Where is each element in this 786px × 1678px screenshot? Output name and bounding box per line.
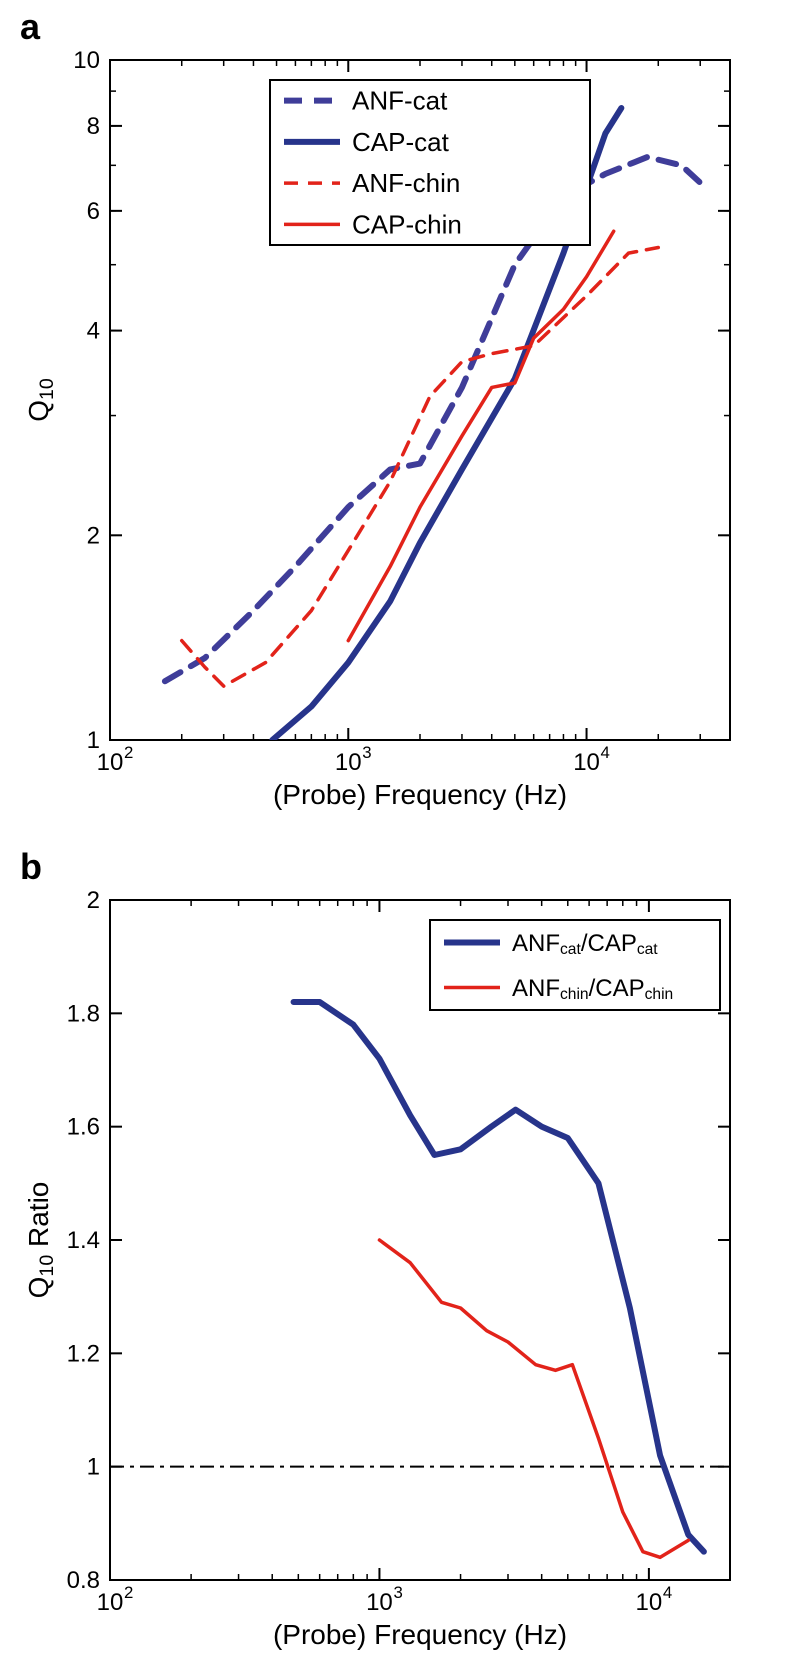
svg-text:2: 2	[87, 522, 100, 549]
chart-a: 1021031041246810(Probe) Frequency (Hz)Q1…	[0, 0, 786, 840]
figure: a 1021031041246810(Probe) Frequency (Hz)…	[0, 0, 786, 1678]
panel-a: a 1021031041246810(Probe) Frequency (Hz)…	[0, 0, 786, 840]
svg-text:10: 10	[97, 749, 124, 776]
svg-text:4: 4	[87, 318, 100, 345]
svg-text:Q10 Ratio: Q10 Ratio	[23, 1182, 58, 1299]
svg-text:3: 3	[393, 1583, 402, 1602]
svg-text:CAP-cat: CAP-cat	[352, 127, 450, 157]
svg-text:0.8: 0.8	[67, 1567, 100, 1594]
svg-text:2: 2	[124, 743, 133, 762]
svg-text:ANF-chin: ANF-chin	[352, 168, 460, 198]
svg-text:4: 4	[663, 1583, 672, 1602]
svg-text:ANFcat/CAPcat: ANFcat/CAPcat	[512, 930, 658, 958]
panel-a-label: a	[20, 6, 40, 48]
svg-text:(Probe) Frequency (Hz): (Probe) Frequency (Hz)	[273, 779, 567, 810]
svg-text:10: 10	[335, 749, 362, 776]
panel-b-label: b	[20, 846, 42, 888]
svg-text:1: 1	[87, 727, 100, 754]
svg-text:1.4: 1.4	[67, 1227, 100, 1254]
svg-text:10: 10	[366, 1589, 393, 1616]
svg-text:2: 2	[124, 1583, 133, 1602]
svg-text:1.6: 1.6	[67, 1114, 100, 1141]
svg-text:1: 1	[87, 1454, 100, 1481]
svg-text:3: 3	[362, 743, 371, 762]
svg-text:ANF-cat: ANF-cat	[352, 86, 448, 116]
svg-text:Q10: Q10	[23, 378, 58, 422]
svg-text:1.8: 1.8	[67, 1000, 100, 1027]
svg-text:6: 6	[87, 198, 100, 225]
svg-text:2: 2	[87, 887, 100, 914]
svg-text:10: 10	[73, 47, 100, 74]
svg-text:4: 4	[601, 743, 610, 762]
panel-b: b 1021031040.811.21.41.61.82(Probe) Freq…	[0, 840, 786, 1678]
svg-text:(Probe) Frequency (Hz): (Probe) Frequency (Hz)	[273, 1619, 567, 1650]
svg-text:10: 10	[636, 1589, 663, 1616]
svg-text:10: 10	[573, 749, 600, 776]
chart-b: 1021031040.811.21.41.61.82(Probe) Freque…	[0, 840, 786, 1678]
svg-text:8: 8	[87, 113, 100, 140]
svg-text:CAP-chin: CAP-chin	[352, 209, 462, 239]
svg-text:10: 10	[97, 1589, 124, 1616]
svg-text:1.2: 1.2	[67, 1340, 100, 1367]
